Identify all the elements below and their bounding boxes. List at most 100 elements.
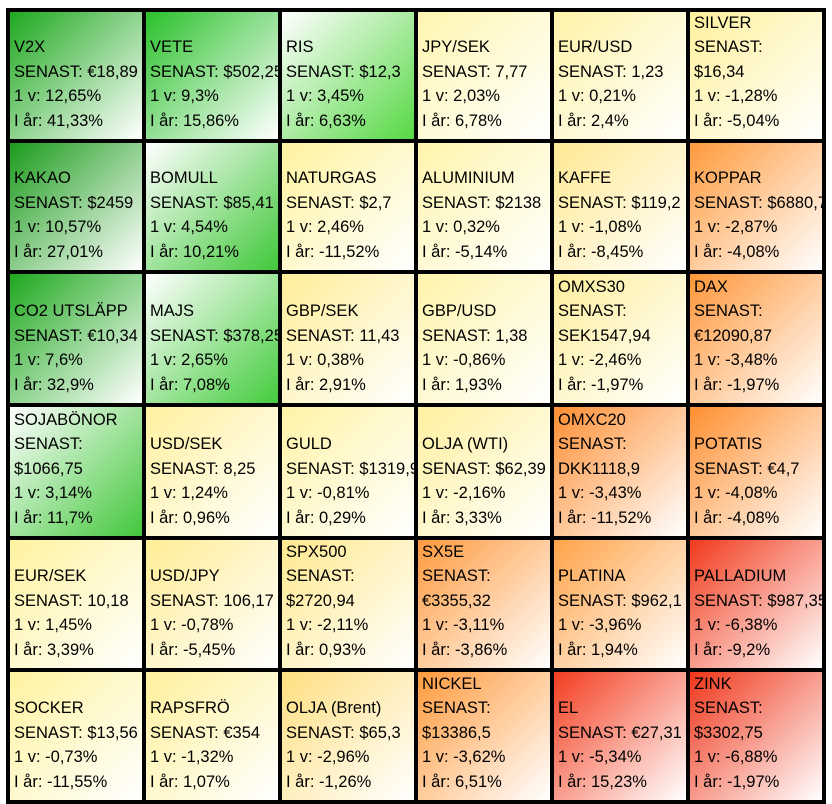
ticker-cell: USD/SEK SENAST: 8,25 1 v: 1,24% I år: 0,96% [146, 407, 278, 536]
ticker-cell: JPY/SEK SENAST: 7,77 1 v: 2,03% I år: 6,78% [418, 12, 550, 139]
last-label: SENAST: [422, 699, 491, 717]
last-line: SENAST: $502,25 [150, 62, 278, 81]
ticker-cell: PALLADIUM SENAST: $987,35 1 v: -6,38% I år:… [690, 540, 822, 668]
last-label: SENAST: [422, 567, 491, 585]
ticker-name: V2X [14, 38, 46, 56]
ticker-cell: SILVER SENAST: $16,34 1 v: -1,28% I år: -5,0… [690, 12, 822, 139]
last-value: €12090,87 [694, 326, 772, 345]
ticker-cell: KAKAO SENAST: $2459 1 v: 10,57% I år: 27,01… [10, 143, 142, 270]
ytd-change: I år: -11,55% [14, 772, 108, 791]
ticker-cell: OMXC20 SENAST: DKK1118,9 1 v: -3,43% I år: -… [554, 407, 686, 536]
week-change: 1 v: -6,88% [694, 748, 778, 766]
week-change: 1 v: 10,57% [14, 218, 102, 236]
ticker-name: KAFFE [558, 169, 612, 187]
week-change: 1 v: 1,24% [150, 484, 228, 502]
last-label: SENAST: [558, 302, 627, 320]
ticker-cell: CO2 UTSLÄPP SENAST: €10,34 1 v: 7,6% I år: … [10, 274, 142, 403]
ticker-name: EUR/USD [558, 38, 633, 56]
last-line: SENAST: €18,89 [14, 62, 138, 81]
ticker-cell: OLJA (Brent) SENAST: $65,3 1 v: -2,96% I år… [282, 672, 414, 800]
last-label: SENAST: [286, 567, 355, 585]
ticker-name: BOMULL [150, 169, 218, 187]
week-change: 1 v: -2,96% [286, 748, 370, 766]
ticker-name: CO2 UTSLÄPP [14, 302, 128, 320]
week-change: 1 v: 0,32% [422, 218, 500, 236]
ytd-change: I år: 11,7% [14, 508, 93, 527]
ticker-name: USD/SEK [150, 435, 223, 453]
ticker-name: OMXS30 [558, 277, 625, 296]
week-change: 1 v: -2,11% [286, 616, 369, 634]
ticker-cell: PLATINA SENAST: $962,1 1 v: -3,96% I år: 1,… [554, 540, 686, 668]
week-change: 1 v: 2,46% [286, 218, 364, 236]
ticker-name: GBP/USD [422, 302, 497, 320]
last-label: SENAST: [694, 302, 763, 320]
last-line: SENAST: $2138 [422, 193, 542, 212]
ticker-cell: GULD SENAST: $1319,9 1 v: -0,81% I år: 0,29… [282, 407, 414, 536]
ticker-name: GBP/SEK [286, 302, 359, 320]
ticker-cell: ZINK SENAST: $3302,75 1 v: -6,88% I år: -1,9… [690, 672, 822, 800]
last-line: SENAST: 7,77 [422, 62, 528, 81]
ticker-cell: GBP/USD SENAST: 1,38 1 v: -0,86% I år: 1,93… [418, 274, 550, 403]
ytd-change: I år: 1,07% [150, 772, 230, 791]
last-line: SENAST: €4,7 [694, 459, 800, 478]
ticker-cell: RAPSFRÖ SENAST: €354 1 v: -1,32% I år: 1,07… [146, 672, 278, 800]
last-value: $1066,75 [14, 459, 83, 478]
week-change: 1 v: 0,38% [286, 351, 364, 369]
last-line: SENAST: $85,41 [150, 193, 274, 212]
ticker-name: POTATIS [694, 435, 763, 453]
ytd-change: I år: -11,52% [286, 242, 380, 261]
ticker-name: JPY/SEK [422, 38, 490, 56]
last-line: SENAST: 1,38 [422, 326, 528, 345]
ytd-change: I år: -9,2% [694, 640, 771, 659]
week-change: 1 v: 0,21% [558, 87, 636, 105]
ticker-cell: EL SENAST: €27,31 1 v: -5,34% I år: 15,23% [554, 672, 686, 800]
ytd-change: I år: 3,39% [14, 640, 94, 659]
ticker-name: SOCKER [14, 699, 84, 717]
ticker-cell: NICKEL SENAST: $13386,5 1 v: -3,62% I år: 6,… [418, 672, 550, 800]
ytd-change: I år: 6,51% [422, 772, 502, 791]
ticker-cell: ALUMINIUM SENAST: $2138 1 v: 0,32% I år: -5… [418, 143, 550, 270]
ticker-name: VETE [150, 38, 194, 56]
last-line: SENAST: 11,43 [286, 326, 400, 345]
week-change: 1 v: 2,65% [150, 351, 228, 369]
ticker-name: OLJA (WTI) [422, 435, 509, 453]
last-label: SENAST: [694, 38, 763, 56]
week-change: 1 v: -3,48% [694, 351, 778, 369]
week-change: 1 v: 3,45% [286, 87, 364, 105]
week-change: 1 v: -4,08% [694, 484, 778, 502]
ticker-cell: SOCKER SENAST: $13,56 1 v: -0,73% I år: -11… [10, 672, 142, 800]
ticker-cell: OLJA (WTI) SENAST: $62,39 1 v: -2,16% I år:… [418, 407, 550, 536]
ytd-change: I år: 3,33% [422, 508, 502, 527]
ticker-cell: USD/JPY SENAST: 106,17 1 v: -0,78% I år: -5… [146, 540, 278, 668]
ticker-cell: NATURGAS SENAST: $2,7 1 v: 2,46% I år: -11,… [282, 143, 414, 270]
week-change: 1 v: 9,3% [150, 87, 219, 105]
last-value: $2720,94 [286, 591, 355, 610]
last-line: SENAST: $6880,75 [694, 193, 822, 212]
week-change: 1 v: -1,08% [558, 218, 642, 236]
week-change: 1 v: 4,54% [150, 218, 228, 236]
last-value: $3302,75 [694, 723, 763, 742]
last-label: SENAST: [558, 435, 627, 453]
ticker-name: KAKAO [14, 169, 71, 187]
week-change: 1 v: 1,45% [14, 616, 92, 634]
week-change: 1 v: -6,38% [694, 616, 778, 634]
ticker-name: OLJA (Brent) [286, 699, 382, 717]
ytd-change: I år: 7,08% [150, 375, 230, 394]
ticker-name: SOJABÖNOR [14, 410, 118, 429]
ticker-name: NICKEL [422, 674, 482, 693]
ticker-cell: POTATIS SENAST: €4,7 1 v: -4,08% I år: -4,0… [690, 407, 822, 536]
ticker-cell: EUR/SEK SENAST: 10,18 1 v: 1,45% I år: 3,39… [10, 540, 142, 668]
ytd-change: I år: -4,08% [694, 242, 780, 261]
last-line: SENAST: €10,34 [14, 326, 138, 345]
week-change: 1 v: -0,78% [150, 616, 234, 634]
week-change: 1 v: -0,73% [14, 748, 98, 766]
ytd-change: I år: 6,63% [286, 111, 366, 130]
last-value: SEK1547,94 [558, 326, 651, 345]
ticker-name: SILVER [694, 13, 752, 32]
ticker-name: SPX500 [286, 542, 347, 561]
last-line: SENAST: $65,3 [286, 723, 401, 742]
last-line: SENAST: $2459 [14, 193, 134, 212]
last-line: SENAST: 1,23 [558, 62, 664, 81]
ticker-name: NATURGAS [286, 169, 377, 187]
ticker-cell: V2X SENAST: €18,89 1 v: 12,65% I år: 41,33% [10, 12, 142, 139]
